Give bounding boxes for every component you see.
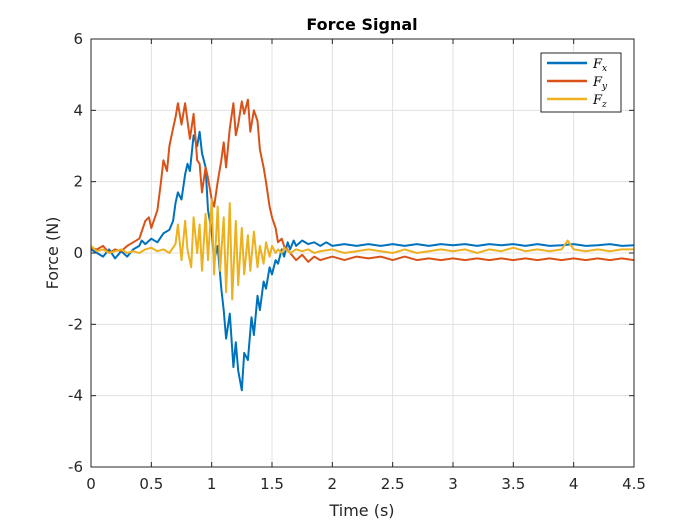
x-tick-label: 4 (569, 475, 579, 493)
y-tick-label: -4 (68, 387, 83, 405)
x-tick-label: 2.5 (381, 475, 405, 493)
series-line-fz (90, 198, 634, 301)
y-tick-label: 0 (73, 244, 83, 262)
legend-symbol: F (592, 93, 603, 108)
series-lines (90, 98, 635, 392)
x-tick-label: 0 (86, 475, 96, 493)
series-line-fx (90, 130, 635, 392)
legend-subscript: x (602, 64, 607, 74)
x-axis-label: Time (s) (328, 501, 394, 520)
legend-entry-fx: Fx (592, 57, 607, 74)
y-tick-label: -6 (68, 458, 83, 476)
series-line-fy (90, 98, 635, 263)
y-axis-label: Force (N) (43, 217, 62, 290)
y-tick-label: 4 (73, 101, 83, 119)
x-tick-label: 1.5 (260, 475, 284, 493)
legend-entry-fz: Fz (592, 93, 607, 110)
chart-title: Force Signal (306, 15, 417, 34)
y-tick-label: 6 (73, 30, 83, 48)
x-tick-label: 0.5 (139, 475, 163, 493)
legend-entry-fy: Fy (592, 75, 608, 92)
y-tick-label: -2 (68, 315, 83, 333)
x-tick-label: 3.5 (501, 475, 525, 493)
legend-subscript: z (601, 100, 607, 110)
x-tick-label: 2 (328, 475, 338, 493)
legend-symbol: F (592, 75, 603, 90)
y-tick-label: 2 (73, 173, 83, 191)
legend-subscript: y (601, 82, 608, 92)
ticks: 0 0.5 1 1.5 2 2.5 3 3.5 4 4.5 -6 -4 -2 0 2 4 6 (68, 30, 646, 493)
legend-symbol: F (592, 57, 603, 72)
x-tick-label: 1 (207, 475, 217, 493)
x-tick-label: 3 (448, 475, 458, 493)
x-tick-label: 4.5 (622, 475, 646, 493)
